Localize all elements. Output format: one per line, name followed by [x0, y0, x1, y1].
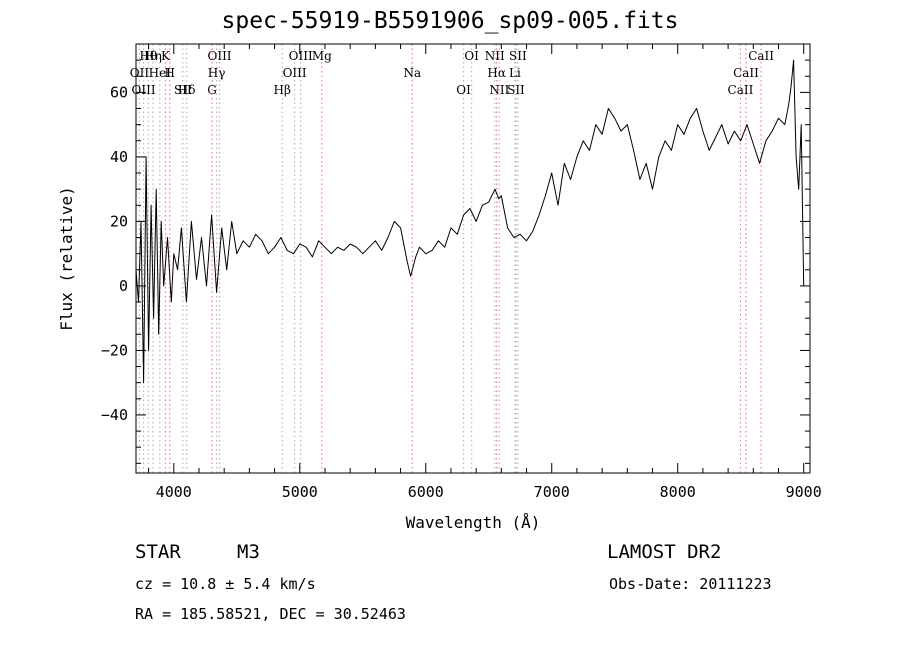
line-label-20: SII [507, 83, 525, 97]
line-label-5: SII [174, 83, 192, 97]
line-label-10: Hγ [208, 66, 226, 80]
y-tick-label-4: 40 [110, 148, 128, 166]
line-label-17: OI [456, 83, 471, 97]
line-label-0: Hθ [139, 49, 157, 63]
obs-date: Obs-Date: 20111223 [609, 575, 772, 593]
line-label-16: Na [403, 66, 421, 80]
survey-name: LAMOST DR2 [607, 541, 722, 563]
x-tick-label-5: 9000 [786, 483, 822, 501]
x-tick-label-1: 5000 [282, 483, 318, 501]
spectral-line-labels: HθOIIOIIIHηHeISIIKHHδOIIIHγGOIIIOIIIHβMg… [130, 49, 775, 97]
line-label-14: Hβ [274, 83, 291, 97]
line-label-1: OII [130, 66, 150, 80]
line-label-18: OI [464, 49, 479, 63]
line-label-22: Li [509, 66, 521, 80]
axes: 4000 5000 6000 7000 8000 9000 −40 −20 0 20 40 60 Wav… [57, 43, 822, 532]
line-label-2: OIII [132, 83, 156, 97]
chart-title: spec-55919-B5591906_sp09-005.fits [221, 8, 679, 34]
line-label-13: OIII [283, 66, 307, 80]
line-label-26: CaII [728, 83, 754, 97]
line-label-21: NII [485, 49, 505, 63]
spectrum-line-0 [135, 59, 805, 384]
plot-frame [135, 43, 811, 474]
line-label-9: OIII [207, 49, 231, 63]
line-label-7: H [165, 66, 175, 80]
line-label-27: CaII [748, 49, 774, 63]
spectral-line-markers [138, 44, 762, 473]
redshift-cz: cz = 10.8 ± 5.4 km/s [135, 575, 316, 593]
y-tick-label-2: 0 [119, 277, 128, 295]
line-label-6: K [161, 49, 171, 63]
spectrum-series [135, 59, 805, 384]
object-class: STAR [135, 541, 181, 563]
x-tick-label-3: 7000 [534, 483, 570, 501]
y-tick-label-5: 60 [110, 83, 128, 101]
line-label-11: G [207, 83, 217, 97]
x-tick-label-2: 6000 [408, 483, 444, 501]
line-label-3: Hη [144, 49, 162, 63]
line-label-24: SII [509, 49, 527, 63]
line-label-12: OIII [289, 49, 313, 63]
x-tick-label-0: 4000 [156, 483, 192, 501]
y-axis-label: Flux (relative) [57, 186, 76, 331]
line-label-15: Mg [312, 49, 332, 63]
line-label-25: CaII [733, 66, 759, 80]
x-axis-label: Wavelength (Å) [406, 513, 541, 532]
line-label-4: HeI [149, 66, 172, 80]
y-tick-label-3: 20 [110, 212, 128, 230]
line-label-8: Hδ [178, 83, 196, 97]
x-tick-label-4: 8000 [660, 483, 696, 501]
y-tick-label-1: −20 [101, 341, 128, 359]
line-label-19: Hα [487, 66, 506, 80]
y-tick-label-0: −40 [101, 406, 128, 424]
line-label-23: NII [489, 83, 509, 97]
object-subclass: M3 [237, 541, 260, 563]
ra-dec: RA = 185.58521, DEC = 30.52463 [135, 605, 406, 623]
